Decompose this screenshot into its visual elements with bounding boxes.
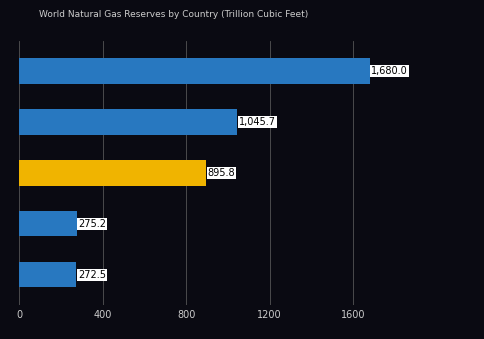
Bar xyxy=(19,58,370,84)
Text: 275.2: 275.2 xyxy=(78,219,106,229)
Bar xyxy=(19,109,237,135)
Text: World Natural Gas Reserves by Country (Trillion Cubic Feet): World Natural Gas Reserves by Country (T… xyxy=(39,10,308,19)
Text: 1,045.7: 1,045.7 xyxy=(239,117,276,127)
Text: 895.8: 895.8 xyxy=(208,168,235,178)
Text: 1,680.0: 1,680.0 xyxy=(371,66,408,76)
Bar xyxy=(19,211,77,237)
Bar xyxy=(19,262,76,287)
Bar xyxy=(19,160,206,185)
Text: 272.5: 272.5 xyxy=(78,270,106,280)
